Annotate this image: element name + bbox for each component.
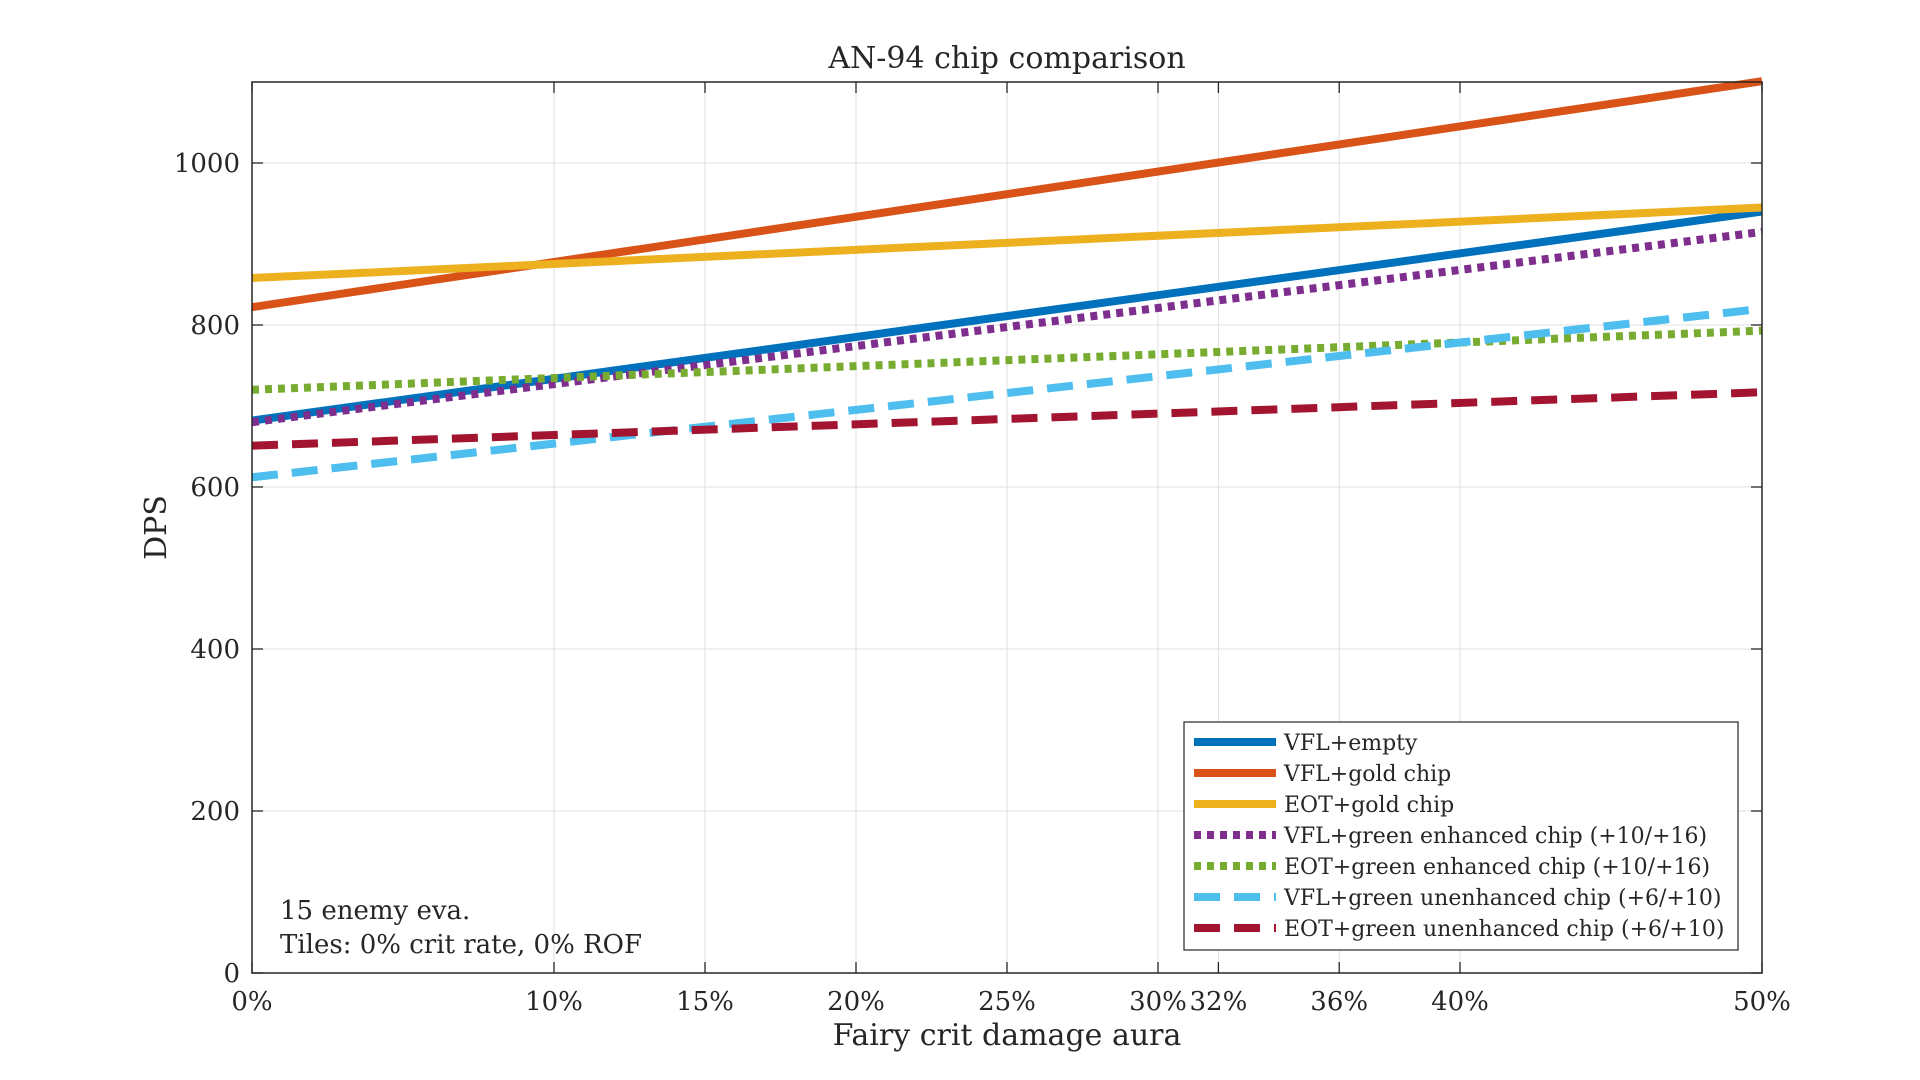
x-axis-label: Fairy crit damage aura	[833, 1018, 1182, 1053]
annotation-line-2: Tiles: 0% crit rate, 0% ROF	[280, 930, 642, 960]
series-line	[251, 326, 1763, 394]
y-tick-label: 1000	[174, 149, 240, 179]
legend-entry: VFL+gold chip	[1283, 762, 1451, 787]
annotation-line-1: 15 enemy eva.	[280, 896, 470, 926]
series-line	[251, 207, 1763, 425]
legend-entry: VFL+empty	[1283, 731, 1418, 756]
x-tick-label: 0%	[231, 987, 272, 1017]
y-tick-label: 400	[190, 635, 240, 665]
series-layer	[251, 77, 1763, 482]
series-line	[251, 388, 1763, 450]
y-axis-label: DPS	[139, 495, 174, 560]
legend-entry: EOT+gold chip	[1284, 793, 1454, 818]
x-tick-label: 50%	[1733, 987, 1791, 1017]
x-tick-label: 15%	[676, 987, 734, 1017]
y-tick-label: 800	[190, 311, 240, 341]
x-tick-label: 30%	[1129, 987, 1187, 1017]
x-tick-label: 20%	[827, 987, 885, 1017]
x-tick-label: 36%	[1310, 987, 1368, 1017]
ticks: 0% 10% 15% 20% 25% 30% 32% 36% 40% 50% 0 200 400 600 8…	[174, 82, 1791, 1017]
series-line	[251, 227, 1763, 427]
legend-entry: EOT+green enhanced chip (+10/+16)	[1284, 855, 1710, 880]
x-tick-label: 32%	[1190, 987, 1248, 1017]
x-tick-label: 25%	[978, 987, 1036, 1017]
legend-box	[1183, 721, 1739, 951]
legend-entry: EOT+green unenhanced chip (+6/+10)	[1284, 917, 1724, 942]
chart-title: AN-94 chip comparison	[827, 41, 1185, 76]
legend-entry: VFL+green enhanced chip (+10/+16)	[1283, 824, 1707, 849]
x-tick-label: 10%	[525, 987, 583, 1017]
y-tick-label: 200	[190, 797, 240, 827]
series-line	[251, 203, 1763, 283]
y-tick-label: 600	[190, 473, 240, 503]
legend: VFL+empty VFL+gold chip EOT+gold chip VFL+g…	[1183, 721, 1739, 951]
legend-entry: VFL+green unenhanced chip (+6/+10)	[1283, 886, 1721, 911]
y-tick-label: 0	[223, 959, 240, 989]
series-line	[251, 304, 1763, 482]
x-tick-label: 40%	[1431, 987, 1489, 1017]
